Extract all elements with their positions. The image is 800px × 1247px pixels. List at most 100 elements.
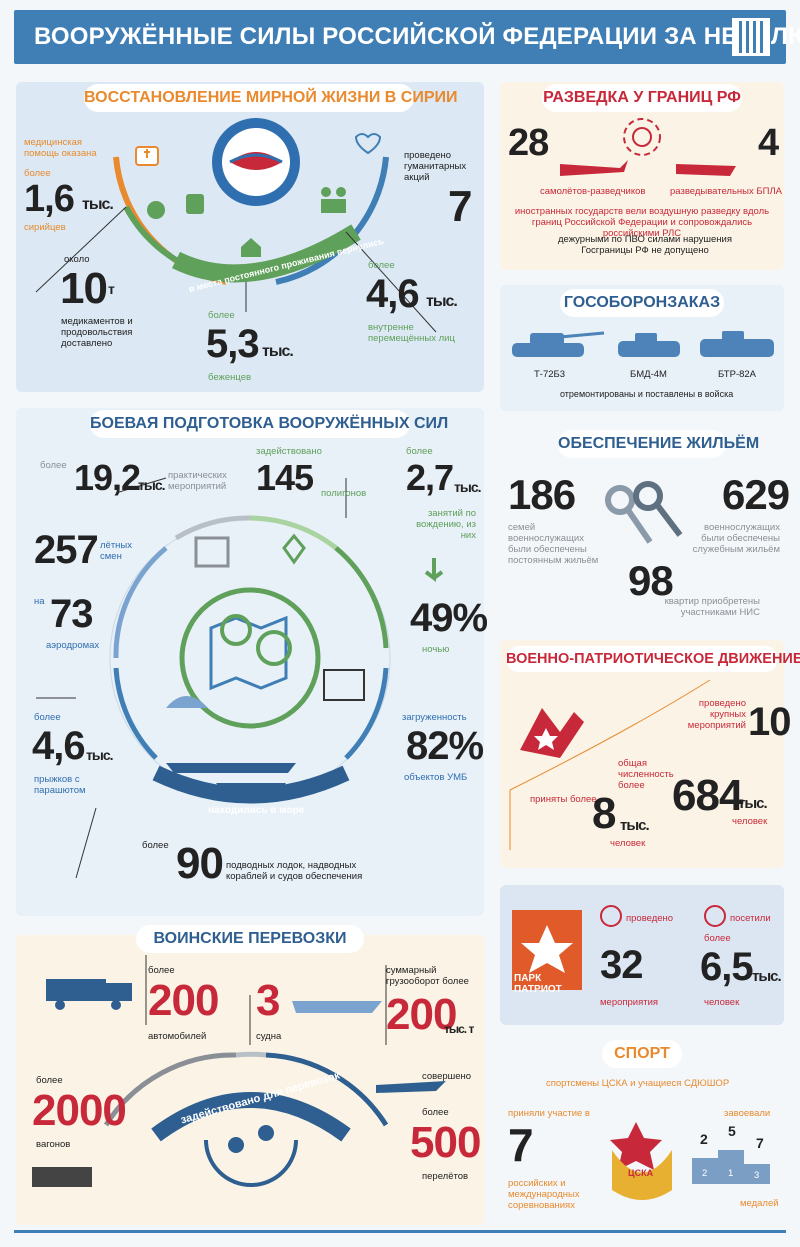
accepted-value: 8	[592, 789, 617, 838]
podium-5: 5	[728, 1123, 736, 1139]
housing-section: ОБЕСПЕЧЕНИЕ ЖИЛЬЁМ 186 семей военнослужа…	[500, 430, 790, 630]
podium-step-label-2: 2	[702, 1168, 708, 1179]
recon-uav: 4	[758, 122, 779, 164]
events-label: проведено крупных мероприятий	[687, 698, 746, 731]
med-desc: медикаментов и продовольствия доставлено	[61, 316, 133, 349]
sport-subtitle: спортсмены ЦСКА и учащиеся СДЮШОР	[546, 1078, 730, 1089]
training-panel: БОЕВАЯ ПОДГОТОВКА ВООРУЖЁННЫХ СИЛ более …	[16, 408, 488, 916]
sport-badge: ЦСКА	[628, 1168, 654, 1178]
jump-unit: тыс.	[86, 747, 113, 763]
umb-desc: объектов УМБ	[404, 772, 468, 783]
cars-desc: автомобилей	[148, 1031, 207, 1042]
accepted-unit: тыс.	[620, 817, 650, 834]
park-visit-desc: человек	[704, 997, 740, 1008]
ships-t-value: 3	[256, 976, 281, 1025]
park-held-label: проведено	[626, 913, 674, 924]
podium-step-1	[718, 1150, 744, 1184]
shifts-value: 257	[34, 528, 99, 572]
accepted-who: человек	[610, 838, 646, 849]
sport-won-desc: медалей	[740, 1198, 779, 1209]
idp-unit: тыс.	[426, 293, 458, 310]
housing-v3: 98	[628, 557, 674, 604]
housing-d3: квартир приобретены участниками НИС	[664, 596, 760, 618]
recon-desc2: дежурными по ПВО силами нарушения Госгра…	[557, 234, 733, 256]
podium-2: 2	[700, 1131, 708, 1147]
drive-desc: занятий по вождению, из них	[416, 508, 476, 541]
hum-value: 7	[448, 182, 473, 231]
ranges-value: 145	[256, 457, 314, 498]
recon-title: РАЗВЕДКА У ГРАНИЦ РФ	[542, 84, 742, 112]
total-unit: тыс.	[738, 795, 768, 812]
housing-d2: военнослужащих были обеспечены служебным…	[692, 522, 780, 555]
med-unit: тыс.	[82, 196, 114, 213]
recon-planes: 28	[508, 122, 549, 164]
ev-more: более	[40, 460, 67, 471]
training-wheel-graphic	[36, 477, 444, 879]
gsz-item-2: БМД-4М	[630, 369, 667, 380]
qr-code-icon[interactable]	[732, 18, 770, 56]
park-visit-unit: тыс.	[752, 968, 782, 985]
ev-desc: практических мероприятий	[168, 470, 227, 492]
sport-section: СПОРТ спортсмены ЦСКА и учащиеся СДЮШОР …	[500, 1040, 784, 1225]
training-title: БОЕВАЯ ПОДГОТОВКА ВООРУЖЁННЫХ СИЛ	[90, 410, 448, 438]
ev-value: 19,2	[74, 457, 141, 498]
air-desc: аэродромах	[46, 640, 100, 651]
housing-title: ОБЕСПЕЧЕНИЕ ЖИЛЬЁМ	[558, 430, 759, 458]
syria-arc-graphic	[35, 118, 437, 333]
ref-more: более	[208, 310, 235, 321]
cars-more: более	[148, 965, 175, 976]
podium-step-label-3: 3	[754, 1170, 760, 1181]
idp-value: 4,6	[366, 272, 420, 316]
flights-more: более	[422, 1107, 449, 1118]
housing-v2: 629	[722, 471, 790, 518]
gsz-title: ГОСОБОРОНЗАКАЗ	[560, 289, 724, 317]
park-logo-text: ПАРК ПАТРИОТ	[514, 973, 562, 995]
air-on: на	[34, 596, 45, 607]
yunarmia-logo	[509, 679, 711, 850]
transport-graphic	[32, 955, 446, 1187]
flights-label: совершено	[422, 1071, 472, 1082]
park-logo-star-icon	[521, 925, 573, 973]
cska-badge-icon	[610, 1122, 672, 1200]
sea-label: находились в море	[208, 805, 305, 816]
ships-more: более	[142, 840, 169, 851]
header-banner: ВООРУЖЁННЫЕ СИЛЫ РОССИЙСКОЙ ФЕДЕРАЦИИ ЗА…	[14, 10, 800, 64]
umb-label: загруженность	[402, 712, 467, 723]
housing-d1: семей военнослужащих были обеспечены пос…	[508, 522, 599, 566]
ranges-label: задействовано	[256, 446, 322, 457]
syria-title: ВОССТАНОВЛЕНИЕ МИРНОЙ ЖИЗНИ В СИРИИ	[84, 84, 458, 112]
park-visit: 6,5	[700, 945, 754, 989]
jump-desc: прыжков с парашютом	[34, 774, 86, 796]
check-icon-1	[600, 905, 622, 927]
shifts-desc: лётных смен	[100, 540, 133, 562]
ref-unit: тыс.	[262, 343, 294, 360]
cargo-unit: тыс. т	[444, 1022, 474, 1036]
recon-planes-label: самолётов-разведчиков	[540, 186, 646, 197]
med-tons: 10	[60, 264, 108, 313]
gsz-panel: ГОСОБОРОНЗАКАЗ Т-72Б3 БМД-4М БТР-82А отр…	[500, 285, 784, 411]
med-more: более	[24, 168, 51, 179]
podium-step-2	[692, 1158, 718, 1184]
recon-panel: РАЗВЕДКА У ГРАНИЦ РФ 28 4 самолётов-разв…	[500, 82, 784, 270]
med-who: сирийцев	[24, 222, 66, 233]
accepted-label: приняты более	[530, 794, 597, 805]
cars-value: 200	[148, 976, 219, 1025]
hum-label: проведено гуманитарных акций	[404, 150, 467, 183]
idp-more: более	[368, 260, 395, 271]
idp-desc: внутренне перемещённых лиц	[368, 322, 455, 344]
recon-uav-label: разведывательных БПЛА	[670, 186, 783, 197]
wag-desc: вагонов	[36, 1139, 71, 1150]
drive-value: 2,7	[406, 457, 454, 498]
ref-desc: беженцев	[208, 372, 252, 383]
ref-value: 5,3	[206, 322, 260, 366]
park-visit-more: более	[704, 933, 731, 944]
total-value: 684	[672, 771, 743, 820]
flights-desc: перелётов	[422, 1171, 469, 1182]
syria-panel: ВОССТАНОВЛЕНИЕ МИРНОЙ ЖИЗНИ В СИРИИ меди…	[16, 82, 484, 392]
patriot-title: ВОЕННО-ПАТРИОТИЧЕСКОЕ ДВИЖЕНИЕ	[506, 646, 800, 672]
drive-more: более	[406, 446, 433, 457]
sport-part-label: приняли участие в	[508, 1108, 590, 1119]
total-who: человек	[732, 816, 768, 827]
transport-panel: ВОИНСКИЕ ПЕРЕВОЗКИ более 200 автомобилей…	[16, 925, 484, 1225]
wag-value: 2000	[32, 1086, 127, 1135]
